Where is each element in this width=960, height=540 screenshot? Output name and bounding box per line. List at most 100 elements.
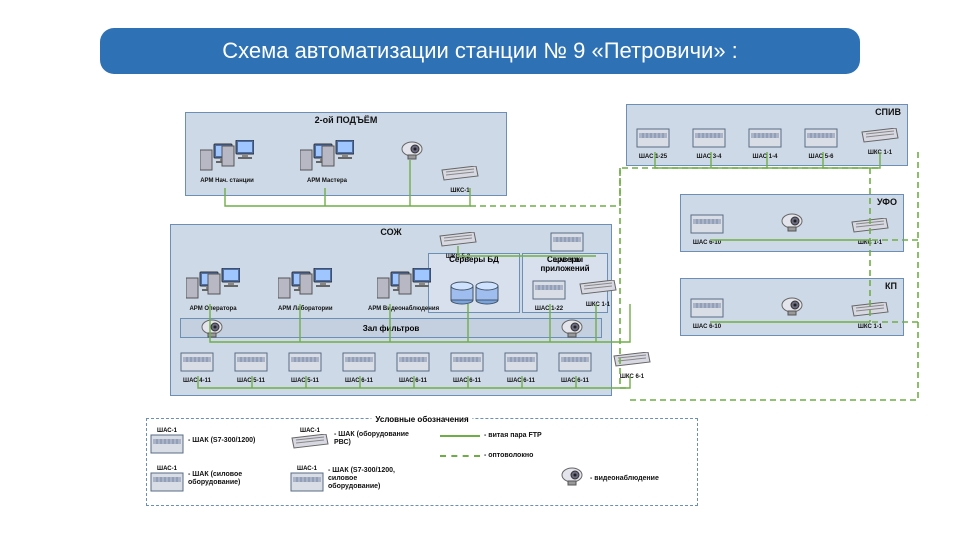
node-arm-video: АРМ Видеонаблюдения [368, 268, 439, 312]
node-sw-u1: ШКС 1-1 [850, 218, 890, 246]
node-cab-soz-top: ШАС 3-10 [550, 232, 584, 264]
cab-icon [396, 352, 430, 377]
node-label-cab-s1: ШАС 1-25 [639, 154, 667, 160]
switch-icon [440, 166, 480, 187]
cab-icon [342, 352, 376, 377]
group-title-ufo: УФО [877, 197, 897, 207]
cab-icon [558, 352, 592, 377]
cab-icon [450, 352, 484, 377]
cam-icon [560, 318, 586, 343]
node-label-cab-b7: ШАС 6-11 [507, 378, 535, 384]
cab-icon [550, 232, 584, 257]
node-cam-z2 [560, 318, 586, 343]
cam-icon [400, 140, 426, 165]
title-banner: Схема автоматизации станции № 9 «Петрови… [100, 28, 860, 74]
node-label-cab-srv1: ШАС 1-22 [535, 306, 563, 312]
node-cam-k1 [780, 296, 806, 321]
node-sw-b1: ШКС 6-1 [612, 352, 652, 380]
group-title-spiv: СПИВ [875, 107, 901, 117]
node-label-cab-s4: ШАС 5-6 [809, 154, 834, 160]
node-sw-soz-top: ШКС 5-2 [438, 232, 478, 260]
node-sw-p1: ШКС-1 [440, 166, 480, 194]
node-label-arm-nach: АРМ Нач. станции [200, 178, 254, 184]
legend-text-5: - оптоволокно [484, 452, 533, 460]
legend-text-3: - ШАК (S7-300/1200, силовое оборудование… [328, 467, 408, 490]
cab-icon [636, 128, 670, 153]
cab-icon: ШАС-1 [150, 466, 184, 492]
pc_pair-icon [377, 268, 431, 305]
subgroup-label-zal_filtrov: Зал фильтров [362, 323, 421, 334]
node-cab-b4: ШАС 6-11 [342, 352, 376, 384]
node-cab-k1: ШАС 6-10 [690, 298, 724, 330]
node-arm-master: АРМ Мастера [300, 140, 354, 184]
wire-dashed-4 [630, 152, 918, 400]
pc_pair-icon [300, 140, 354, 177]
cam-icon [560, 466, 586, 491]
server_pair-icon [450, 278, 500, 311]
node-srv-bd [450, 278, 500, 311]
node-arm-nach: АРМ Нач. станции [200, 140, 254, 184]
legend-title: Условные обозначения [371, 415, 472, 424]
node-label-cab-b4: ШАС 6-11 [345, 378, 373, 384]
node-label-sw-u1: ШКС 1-1 [858, 240, 882, 246]
node-label-cab-u1: ШАС 6-10 [693, 240, 721, 246]
switch-icon [850, 218, 890, 239]
pc_pair-icon [278, 268, 332, 305]
cab-icon [504, 352, 538, 377]
node-cab-s1: ШАС 1-25 [636, 128, 670, 160]
node-cab-s3: ШАС 1-4 [748, 128, 782, 160]
legend-text-2: - ШАК (оборудование РВС) [334, 431, 414, 446]
cab-icon [690, 214, 724, 239]
legend-text-0: - ШАК (S7-300/1200) [188, 437, 255, 445]
cab-icon [288, 352, 322, 377]
node-cab-b2: ШАС 5-11 [234, 352, 268, 384]
switch-icon [578, 280, 618, 301]
cab-icon [748, 128, 782, 153]
node-label-cab-b5: ШАС 6-11 [399, 378, 427, 384]
node-cab-srv1: ШАС 1-22 [532, 280, 566, 312]
cab-icon [804, 128, 838, 153]
cab-icon [532, 280, 566, 305]
cab-icon [234, 352, 268, 377]
node-cab-b8: ШАС 6-11 [558, 352, 592, 384]
node-cam-z1 [200, 318, 226, 343]
node-arm-oper: АРМ Оператора [186, 268, 240, 312]
node-sw-s1: ШКС 1-1 [860, 128, 900, 156]
node-cam-p1 [400, 140, 426, 165]
cab-icon: ШАС-1 [290, 466, 324, 492]
node-cab-b5: ШАС 6-11 [396, 352, 430, 384]
node-label-cab-b1: ШАС 4-11 [183, 378, 211, 384]
legend-item-6: - видеонаблюдение [560, 466, 659, 491]
node-sw-k1: ШКС 1-1 [850, 302, 890, 330]
legend-item-3: ШАС-1 - ШАК (S7-300/1200, силовое оборуд… [290, 466, 408, 492]
pc_pair-icon [186, 268, 240, 305]
switch-icon [850, 302, 890, 323]
cam-icon [780, 212, 806, 237]
node-cab-u1: ШАС 6-10 [690, 214, 724, 246]
node-label-arm-lab: АРМ Лаборатории [278, 306, 333, 312]
node-label-cab-b2: ШАС 5-11 [237, 378, 265, 384]
node-label-sw-p1: ШКС-1 [450, 188, 469, 194]
legend-text-1: - ШАК (силовое оборудование) [188, 471, 268, 486]
node-cab-b7: ШАС 6-11 [504, 352, 538, 384]
group-title-podiem: 2-ой ПОДЪЁМ [186, 115, 506, 125]
switch-icon [438, 232, 478, 253]
node-cab-s2: ШАС 3-4 [692, 128, 726, 160]
node-cam-u1 [780, 212, 806, 237]
cab-icon [180, 352, 214, 377]
node-cab-b6: ШАС 6-11 [450, 352, 484, 384]
cab-icon [690, 298, 724, 323]
node-label-cab-s3: ШАС 1-4 [753, 154, 778, 160]
node-label-cab-b8: ШАС 6-11 [561, 378, 589, 384]
legend-item-2: ШАС-1 - ШАК (оборудование РВС) [290, 428, 414, 450]
switch-icon [860, 128, 900, 149]
subgroup-zal_filtrov: Зал фильтров [180, 318, 602, 338]
group-title-kp: КП [885, 281, 897, 291]
cab-icon [692, 128, 726, 153]
switch-icon: ШАС-1 [290, 428, 330, 450]
legend-item-4: - витая пара FTP [440, 432, 542, 440]
legend-item-0: ШАС-1 - ШАК (S7-300/1200) [150, 428, 255, 454]
node-label-arm-oper: АРМ Оператора [189, 306, 236, 312]
node-label-sw-s1: ШКС 1-1 [868, 150, 892, 156]
node-label-sw-soz-top: ШКС 5-2 [446, 254, 470, 260]
